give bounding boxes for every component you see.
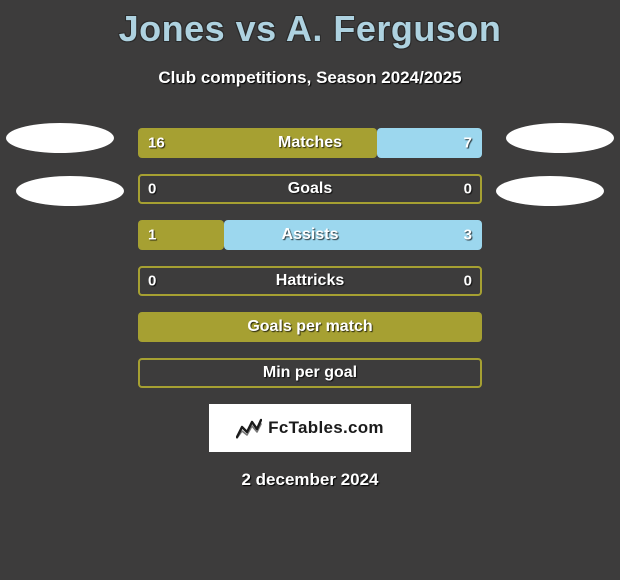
stat-label: Goals per match <box>247 318 372 336</box>
player-left-badge-1 <box>6 123 114 153</box>
stat-value-right: 0 <box>464 181 472 198</box>
footer-date: 2 december 2024 <box>0 470 620 490</box>
stat-value-left: 0 <box>148 273 156 290</box>
watermark: FcTables.com <box>209 404 411 452</box>
stat-row: 1 3 Assists <box>138 220 482 250</box>
stat-label: Goals <box>288 180 332 198</box>
player-right-badge-2 <box>496 176 604 206</box>
stat-rows: 16 7 Matches 0 0 Goals 1 3 Assists 0 0 Hattricks Goa… <box>0 128 620 388</box>
stat-row: 0 0 Hattricks <box>138 266 482 296</box>
stat-label: Hattricks <box>276 272 344 290</box>
stat-label: Assists <box>282 226 339 244</box>
bar-right <box>224 220 482 250</box>
stat-value-right: 7 <box>464 135 472 152</box>
player-right-badge-1 <box>506 123 614 153</box>
stat-row: Min per goal <box>138 358 482 388</box>
player-left-badge-2 <box>16 176 124 206</box>
stat-row: Goals per match <box>138 312 482 342</box>
player-right-name: A. Ferguson <box>286 8 502 49</box>
stat-label: Min per goal <box>263 364 357 382</box>
stat-value-left: 1 <box>148 227 156 244</box>
comparison-title: Jones vs A. Ferguson <box>0 0 620 50</box>
title-vs: vs <box>236 8 277 49</box>
watermark-text: FcTables.com <box>268 418 384 438</box>
stat-row: 0 0 Goals <box>138 174 482 204</box>
fctables-logo-icon <box>236 417 262 439</box>
stat-value-left: 16 <box>148 135 165 152</box>
comparison-subtitle: Club competitions, Season 2024/2025 <box>0 68 620 88</box>
player-left-name: Jones <box>119 8 226 49</box>
stat-value-left: 0 <box>148 181 156 198</box>
stat-label: Matches <box>278 134 342 152</box>
stat-value-right: 3 <box>464 227 472 244</box>
stat-value-right: 0 <box>464 273 472 290</box>
stat-row: 16 7 Matches <box>138 128 482 158</box>
